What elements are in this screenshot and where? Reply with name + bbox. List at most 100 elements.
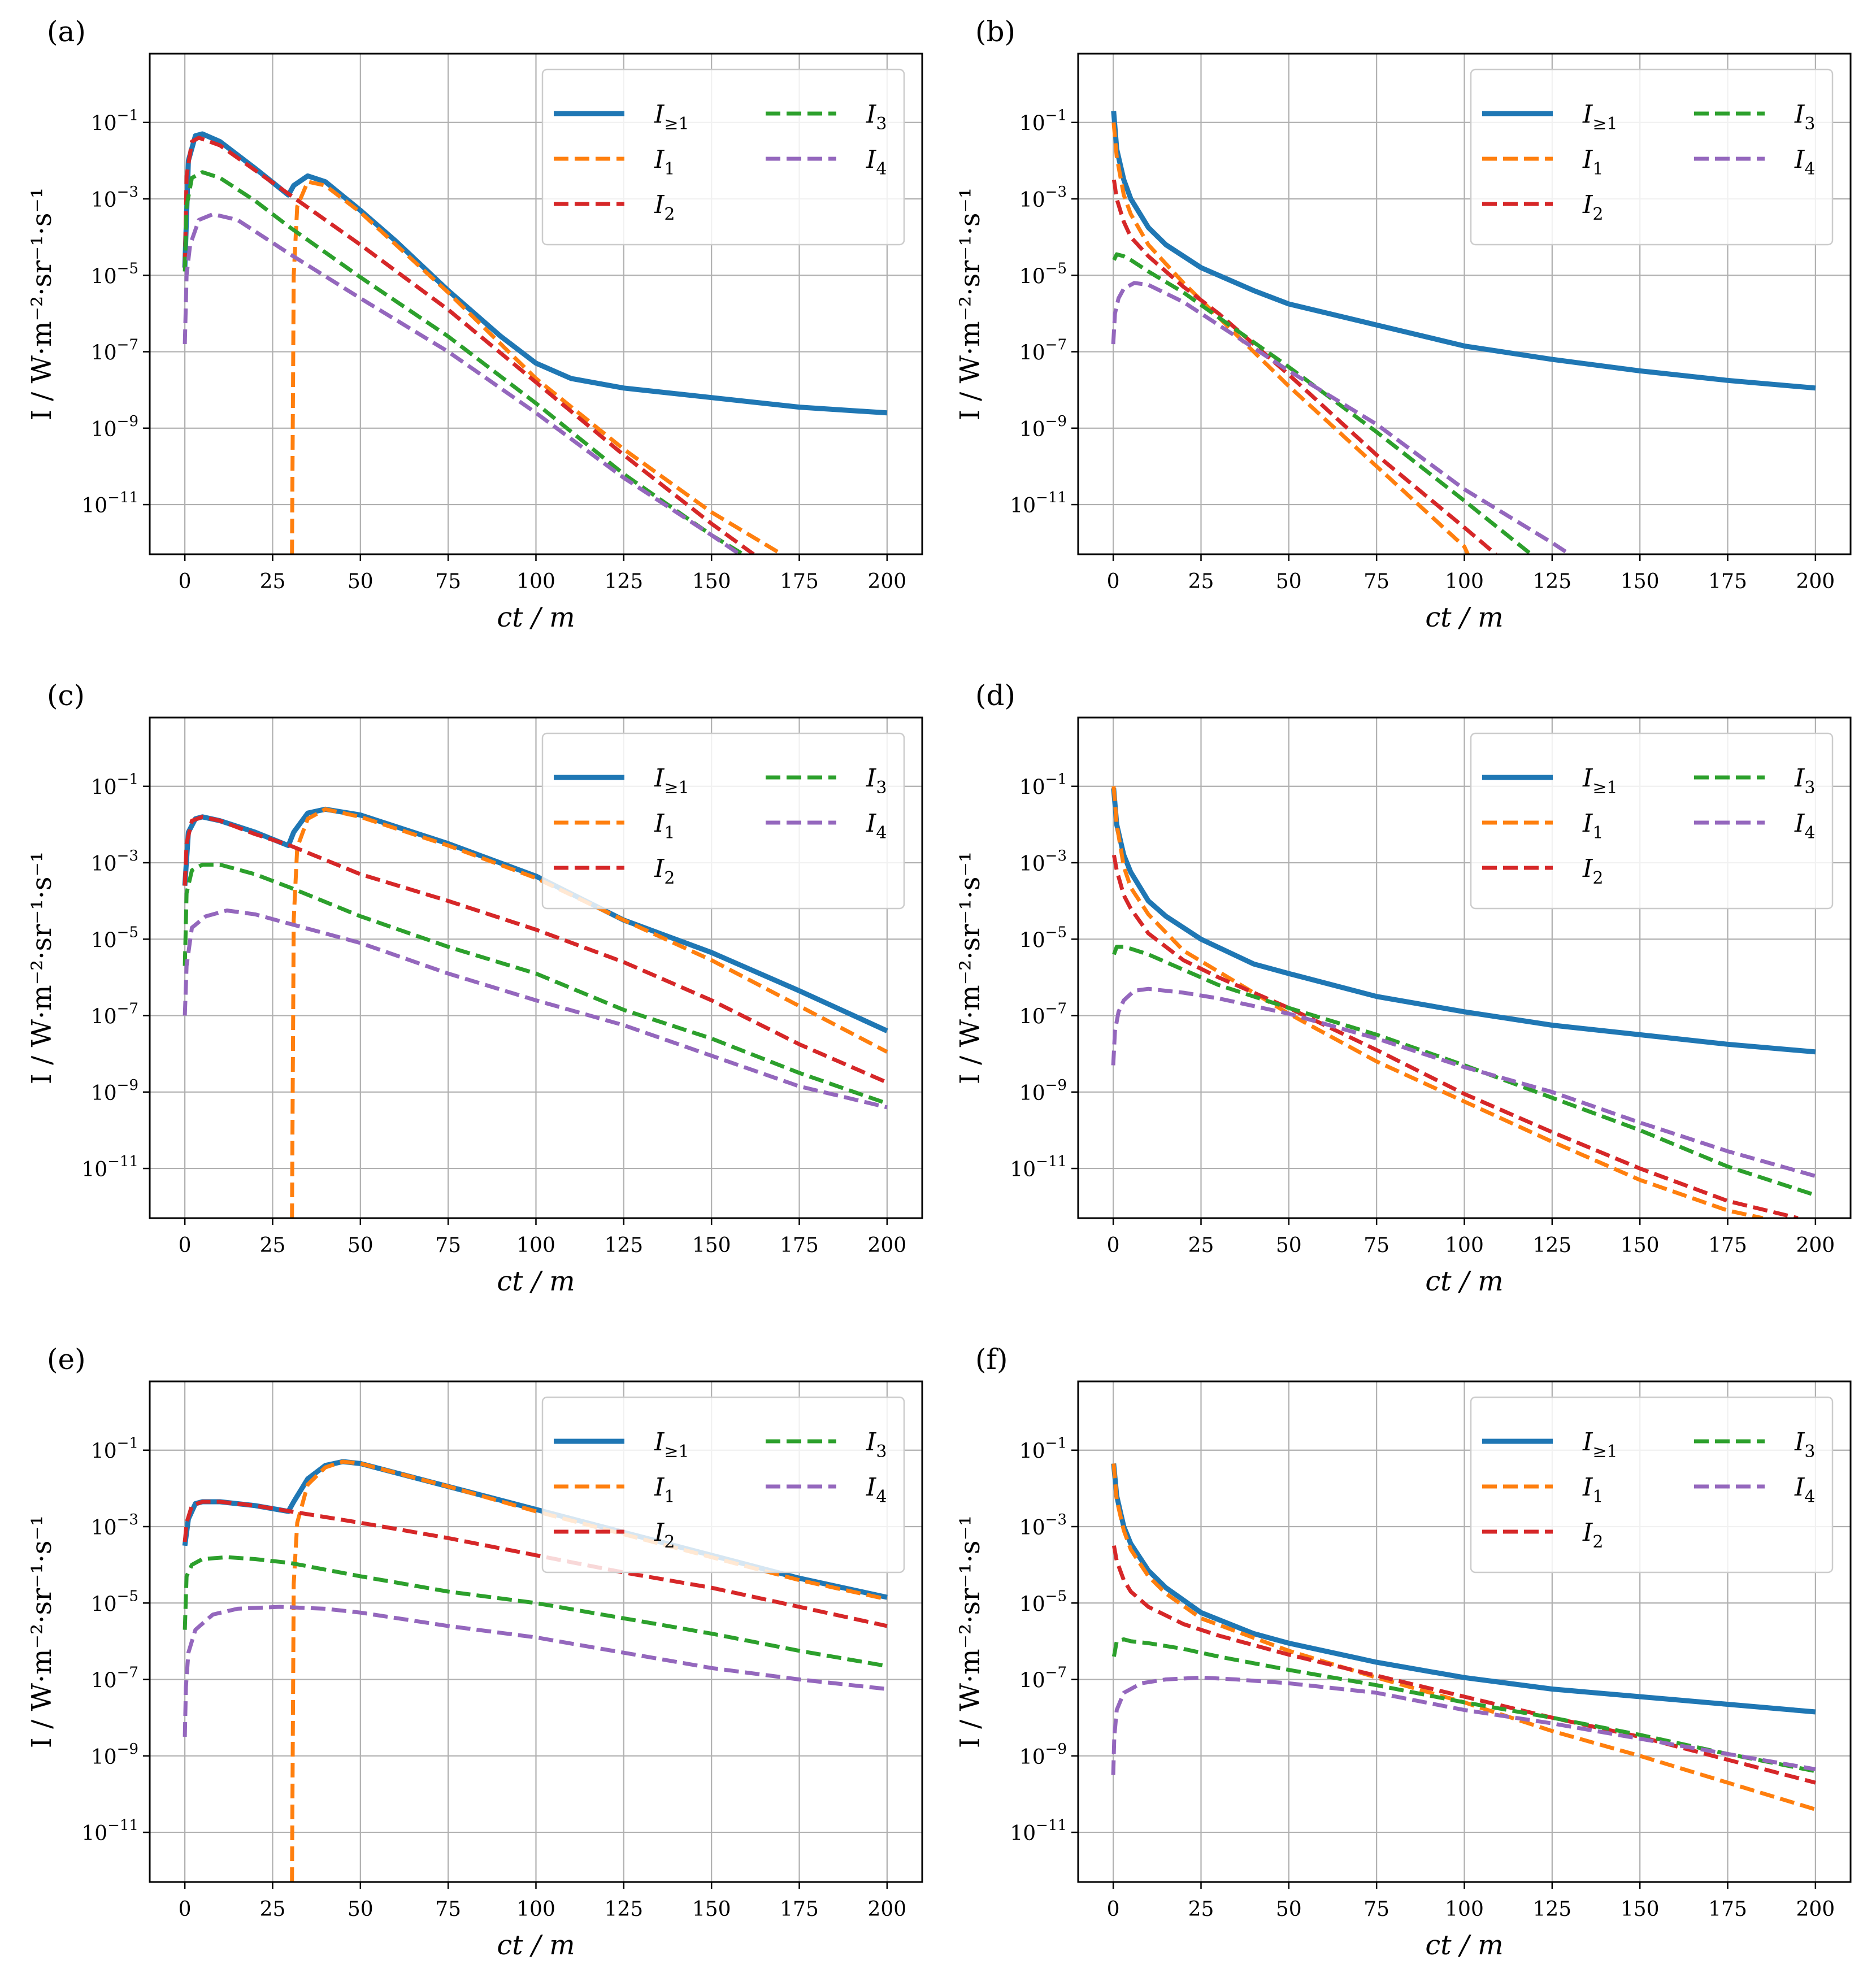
y-tick-label: 10−11 — [81, 1817, 138, 1845]
series-line-I1 — [290, 807, 888, 1218]
x-tick-label: 50 — [348, 570, 374, 593]
y-tick-label: 10−5 — [1019, 260, 1067, 288]
legend-label-I_ge1: I≥1 — [654, 764, 689, 798]
y-tick-label: 10−11 — [1010, 1153, 1067, 1181]
y-tick-label: 10−7 — [91, 1664, 138, 1693]
series-line-I2 — [183, 815, 888, 1085]
x-tick-label: 175 — [1708, 1234, 1747, 1257]
series-line-I1 — [1111, 122, 1470, 554]
legend-label-I3: I3 — [1794, 764, 1815, 798]
legend-label-I2: I2 — [1582, 190, 1603, 224]
x-tick-label: 100 — [1445, 570, 1484, 593]
legend-label-I3: I3 — [1794, 1428, 1815, 1462]
panel-b: 0 25 50 75 100 125 150 175 200 10−11 10−9 10−7 10−5 1… — [954, 15, 1852, 633]
x-tick-label: 200 — [868, 1898, 907, 1921]
x-axis-label: ct / m — [497, 602, 575, 633]
x-tick-label: 125 — [604, 1898, 643, 1921]
x-tick-label: 75 — [1363, 570, 1389, 593]
y-axis-label: I / W·m⁻²·sr⁻¹·s⁻¹ — [954, 188, 986, 420]
series-line-I_ge1 — [1111, 788, 1816, 1055]
series-line-I4 — [183, 1605, 888, 1737]
legend-label-I1: I1 — [654, 145, 675, 179]
y-tick-label: 10−5 — [1019, 1588, 1067, 1616]
x-tick-label: 50 — [1276, 1234, 1302, 1257]
legend: I≥1 I1 I2 I3 I4 — [1470, 732, 1834, 910]
series-line-I3 — [1111, 1637, 1816, 1774]
y-axis-label: I / W·m⁻²·sr⁻¹·s⁻¹ — [954, 851, 986, 1084]
panel-letter: (d) — [975, 679, 1015, 712]
legend-label-I_ge1: I≥1 — [1582, 764, 1618, 798]
x-tick-label: 25 — [260, 1898, 286, 1921]
panel-a: 0 25 50 75 100 125 150 175 200 10−11 10−9 10−7 10−5 1… — [26, 15, 923, 633]
x-axis-label: ct / m — [1425, 1266, 1503, 1297]
x-tick-label: 25 — [260, 570, 286, 593]
x-tick-label: 50 — [348, 1234, 374, 1257]
x-tick-label: 125 — [1532, 1234, 1571, 1257]
series-line-I4 — [1111, 986, 1816, 1178]
y-tick-label: 10−11 — [1010, 489, 1067, 518]
x-tick-label: 150 — [1621, 570, 1660, 593]
series-line-I3 — [183, 862, 888, 1106]
series-line-I4 — [1111, 1675, 1816, 1775]
y-axis-label: I / W·m⁻²·sr⁻¹·s⁻¹ — [26, 188, 58, 420]
y-tick-label: 10−1 — [1019, 1435, 1067, 1463]
x-tick-label: 150 — [1621, 1898, 1660, 1921]
x-tick-label: 175 — [1708, 1898, 1747, 1921]
x-tick-label: 175 — [780, 570, 819, 593]
y-tick-label: 10−3 — [1019, 184, 1067, 212]
panel-letter: (f) — [975, 1343, 1008, 1376]
series-line-I2 — [183, 1499, 888, 1628]
y-tick-label: 10−7 — [1019, 337, 1067, 365]
x-tick-label: 25 — [1188, 570, 1214, 593]
x-tick-label: 150 — [1621, 1234, 1660, 1257]
legend-label-I3: I3 — [866, 764, 887, 798]
y-tick-label: 10−7 — [91, 337, 138, 365]
y-tick-label: 10−9 — [1019, 413, 1067, 441]
y-axis-label: I / W·m⁻²·sr⁻¹·s⁻¹ — [26, 851, 58, 1084]
panel-letter: (c) — [47, 679, 85, 712]
legend-label-I1: I1 — [1582, 809, 1603, 843]
series-line-I2 — [1111, 854, 1799, 1218]
y-axis-label: I / W·m⁻²·sr⁻¹·s⁻¹ — [954, 1515, 986, 1748]
legend: I≥1 I1 I2 I3 I4 — [1470, 68, 1834, 246]
legend-label-I1: I1 — [1582, 145, 1603, 179]
y-tick-label: 10−5 — [91, 1588, 138, 1616]
legend-label-I2: I2 — [1582, 1518, 1603, 1552]
x-tick-label: 200 — [1796, 1898, 1835, 1921]
y-tick-label: 10−9 — [91, 413, 138, 441]
legend-label-I2: I2 — [654, 854, 675, 888]
legend-label-I1: I1 — [654, 1473, 675, 1507]
y-tick-label: 10−1 — [91, 771, 138, 799]
legend-label-I3: I3 — [1794, 100, 1815, 134]
y-tick-label: 10−11 — [81, 489, 138, 518]
x-axis-label: ct / m — [497, 1266, 575, 1297]
x-tick-label: 75 — [435, 570, 461, 593]
series-line-I4 — [1111, 281, 1571, 554]
legend-label-I4: I4 — [866, 145, 887, 179]
series-line-I_ge1 — [1111, 111, 1816, 391]
x-tick-label: 125 — [604, 1234, 643, 1257]
series-line-I2 — [1111, 179, 1497, 554]
y-axis-label: I / W·m⁻²·sr⁻¹·s⁻¹ — [26, 1515, 58, 1748]
legend-label-I2: I2 — [654, 1518, 675, 1552]
panel-e: 0 25 50 75 100 125 150 175 200 10−11 10−9 10−7 10−5 1… — [26, 1343, 923, 1961]
series-line-I1 — [1111, 786, 1764, 1218]
series-line-I4 — [183, 212, 741, 554]
y-tick-label: 10−11 — [1010, 1817, 1067, 1845]
legend-label-I4: I4 — [866, 809, 887, 843]
x-tick-label: 150 — [692, 1898, 731, 1921]
x-axis-label: ct / m — [1425, 602, 1503, 633]
y-tick-label: 10−3 — [91, 184, 138, 212]
x-tick-label: 75 — [1363, 1898, 1389, 1921]
series-line-I_ge1 — [182, 131, 888, 416]
x-tick-label: 125 — [1532, 1898, 1571, 1921]
panel-f: 0 25 50 75 100 125 150 175 200 10−11 10−9 10−7 10−5 1… — [954, 1343, 1852, 1961]
series-line-I3 — [183, 170, 744, 554]
x-tick-label: 75 — [435, 1898, 461, 1921]
x-tick-label: 0 — [179, 570, 192, 593]
legend-label-I_ge1: I≥1 — [654, 100, 689, 134]
series-line-I1 — [1111, 1463, 1816, 1811]
x-tick-label: 75 — [435, 1234, 461, 1257]
y-tick-label: 10−5 — [1019, 924, 1067, 952]
